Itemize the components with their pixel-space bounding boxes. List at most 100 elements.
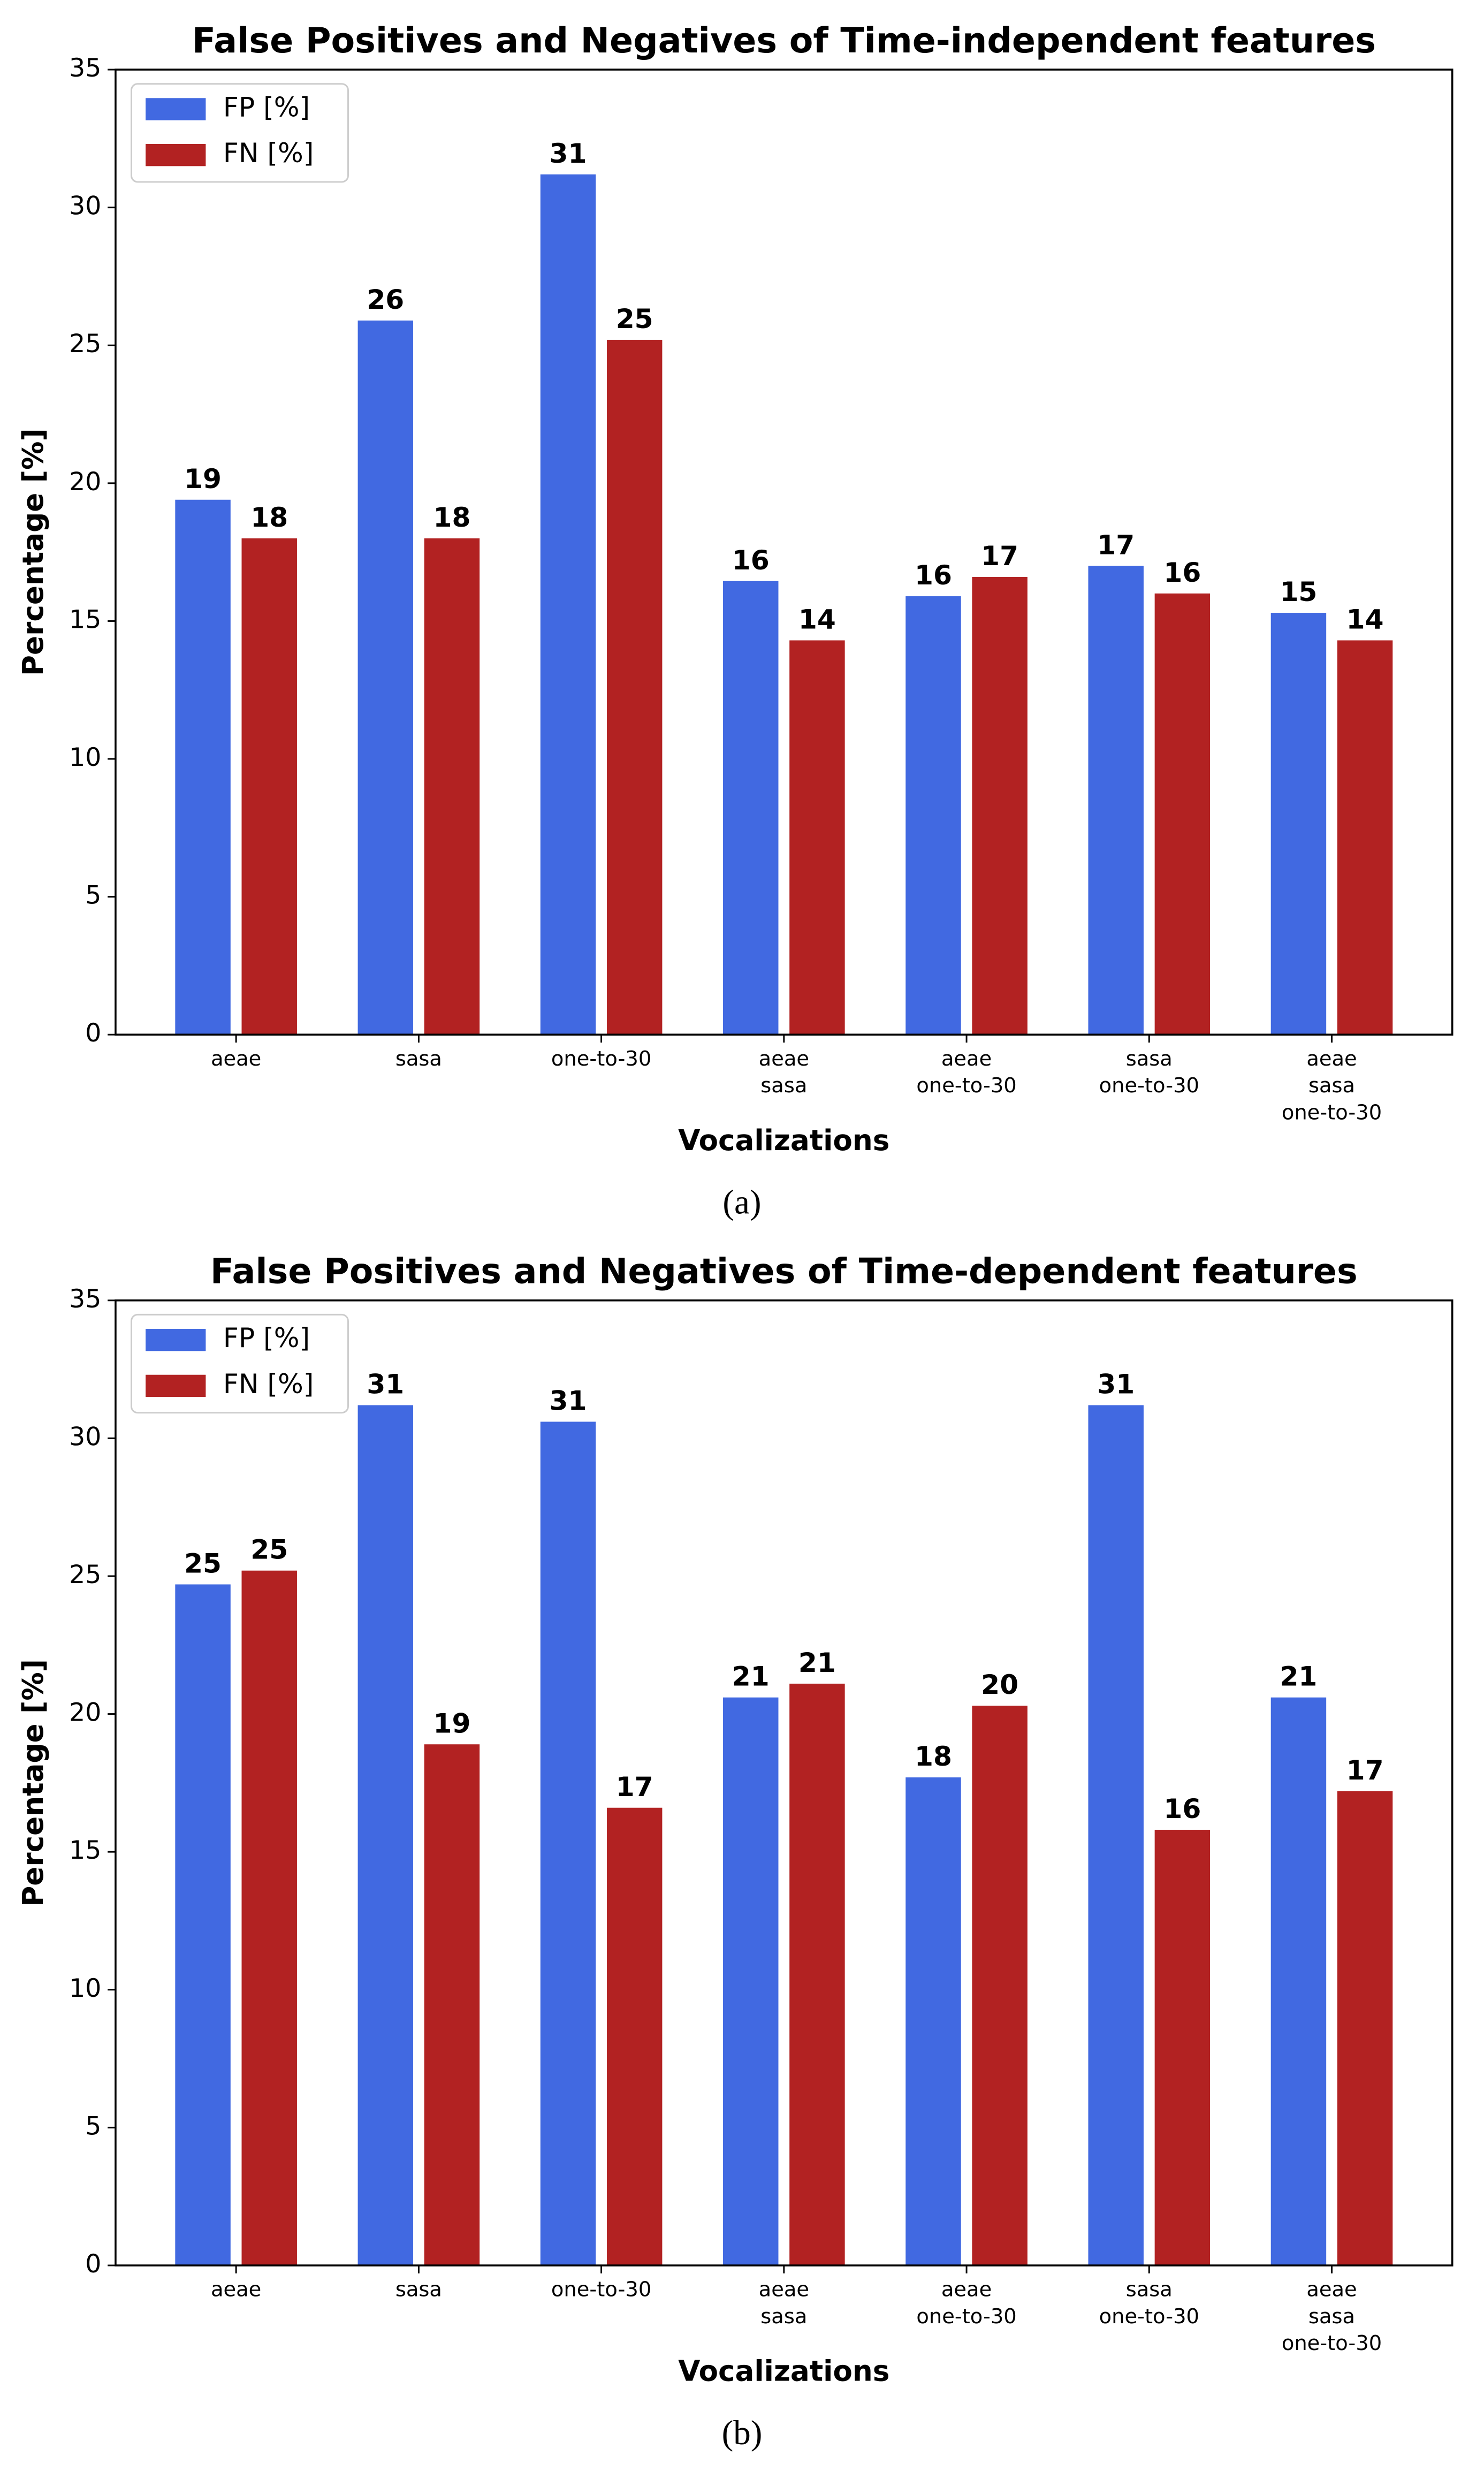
y-axis-label: Percentage [%] bbox=[17, 428, 50, 676]
y-tick-label: 5 bbox=[85, 881, 101, 910]
bar bbox=[357, 1405, 414, 2265]
value-label: 31 bbox=[550, 1385, 587, 1417]
value-label: 26 bbox=[367, 284, 404, 315]
x-tick-label: aeae bbox=[1306, 2278, 1357, 2302]
bar bbox=[1154, 1829, 1211, 2265]
value-label: 21 bbox=[1280, 1661, 1317, 1692]
legend-swatch bbox=[146, 98, 206, 120]
value-label: 16 bbox=[1163, 557, 1201, 588]
bar bbox=[424, 1744, 480, 2265]
value-label: 16 bbox=[732, 544, 770, 576]
bar bbox=[540, 1421, 596, 2265]
bar bbox=[723, 581, 779, 1035]
value-label: 17 bbox=[981, 540, 1018, 572]
bar bbox=[1337, 640, 1393, 1035]
bar bbox=[905, 1777, 961, 2265]
x-tick-label: one-to-30 bbox=[1099, 2305, 1199, 2329]
bar bbox=[606, 1807, 663, 2265]
x-tick-label: aeae bbox=[1306, 1047, 1357, 1071]
x-tick-label: aeae bbox=[759, 1047, 809, 1071]
x-axis-label: Vocalizations bbox=[678, 2355, 889, 2388]
y-tick-label: 35 bbox=[69, 54, 101, 83]
value-label: 31 bbox=[1097, 1368, 1135, 1400]
bar bbox=[424, 538, 480, 1035]
x-tick-label: aeae bbox=[941, 2278, 992, 2302]
x-tick-label: one-to-30 bbox=[1099, 1074, 1199, 1098]
value-label: 19 bbox=[433, 1707, 470, 1739]
bar bbox=[789, 640, 845, 1035]
bar bbox=[972, 1706, 1028, 2265]
bar bbox=[175, 1584, 231, 2265]
caption: (a) bbox=[722, 1183, 761, 1221]
x-tick-label: sasa bbox=[760, 1074, 807, 1098]
value-label: 18 bbox=[915, 1740, 952, 1772]
value-label: 16 bbox=[915, 559, 952, 591]
x-tick-label: sasa bbox=[1126, 2278, 1173, 2302]
y-tick-label: 30 bbox=[69, 192, 101, 221]
value-label: 14 bbox=[1346, 604, 1384, 635]
value-label: 16 bbox=[1163, 1793, 1201, 1824]
bar bbox=[241, 1570, 297, 2265]
x-tick-label: aeae bbox=[759, 2278, 809, 2302]
value-label: 14 bbox=[798, 604, 836, 635]
x-tick-label: sasa bbox=[1308, 2305, 1355, 2329]
caption: (b) bbox=[722, 2414, 763, 2452]
legend-swatch bbox=[146, 1329, 206, 1351]
y-axis-label: Percentage [%] bbox=[17, 1659, 50, 1907]
bar bbox=[1088, 566, 1144, 1035]
bar bbox=[789, 1683, 845, 2265]
value-label: 18 bbox=[433, 501, 470, 533]
value-label: 17 bbox=[1097, 529, 1135, 560]
bar bbox=[972, 576, 1028, 1035]
y-tick-label: 10 bbox=[69, 1974, 101, 2003]
bar bbox=[357, 320, 414, 1035]
y-tick-label: 0 bbox=[85, 2249, 101, 2279]
x-tick-label: sasa bbox=[395, 1047, 442, 1071]
y-tick-label: 15 bbox=[69, 1836, 101, 1865]
chart-title: False Positives and Negatives of Time-de… bbox=[210, 1252, 1358, 1292]
bar bbox=[1088, 1405, 1144, 2265]
bar bbox=[1270, 612, 1327, 1035]
y-tick-label: 10 bbox=[69, 743, 101, 772]
x-tick-label: one-to-30 bbox=[916, 2305, 1016, 2329]
y-tick-label: 20 bbox=[69, 1698, 101, 1728]
x-tick-label: one-to-30 bbox=[916, 1074, 1016, 1098]
chart-title: False Positives and Negatives of Time-in… bbox=[192, 21, 1376, 61]
axes-frame bbox=[115, 69, 1453, 1036]
value-label: 18 bbox=[250, 501, 288, 533]
bar bbox=[241, 538, 297, 1035]
value-label: 21 bbox=[732, 1661, 770, 1692]
bar bbox=[905, 596, 961, 1035]
x-tick-label: aeae bbox=[211, 1047, 261, 1071]
x-tick-label: one-to-30 bbox=[551, 1047, 651, 1071]
x-tick-label: sasa bbox=[760, 2305, 807, 2329]
value-label: 17 bbox=[1346, 1754, 1384, 1786]
y-tick-label: 15 bbox=[69, 605, 101, 634]
value-label: 25 bbox=[616, 303, 653, 334]
y-tick-label: 35 bbox=[69, 1284, 101, 1314]
bar bbox=[723, 1697, 779, 2265]
value-label: 31 bbox=[550, 138, 587, 169]
x-tick-label: sasa bbox=[395, 2278, 442, 2302]
bar bbox=[606, 339, 663, 1035]
y-tick-label: 20 bbox=[69, 467, 101, 497]
y-tick-label: 25 bbox=[69, 1560, 101, 1590]
bar bbox=[1337, 1791, 1393, 2265]
value-label: 15 bbox=[1280, 576, 1317, 607]
axes-frame bbox=[115, 1299, 1453, 2267]
y-tick-label: 30 bbox=[69, 1422, 101, 1451]
y-tick-label: 5 bbox=[85, 2111, 101, 2141]
x-tick-label: one-to-30 bbox=[1282, 2331, 1382, 2355]
bar bbox=[540, 174, 596, 1035]
y-tick-label: 25 bbox=[69, 329, 101, 359]
x-axis-label: Vocalizations bbox=[678, 1124, 889, 1157]
legend-label: FP [%] bbox=[223, 1322, 310, 1353]
x-tick-label: one-to-30 bbox=[1282, 1101, 1382, 1125]
legend-label: FN [%] bbox=[223, 1368, 314, 1400]
legend-swatch bbox=[146, 143, 206, 166]
x-tick-label: sasa bbox=[1308, 1074, 1355, 1098]
legend-label: FP [%] bbox=[223, 91, 310, 123]
x-tick-label: aeae bbox=[211, 2278, 261, 2302]
